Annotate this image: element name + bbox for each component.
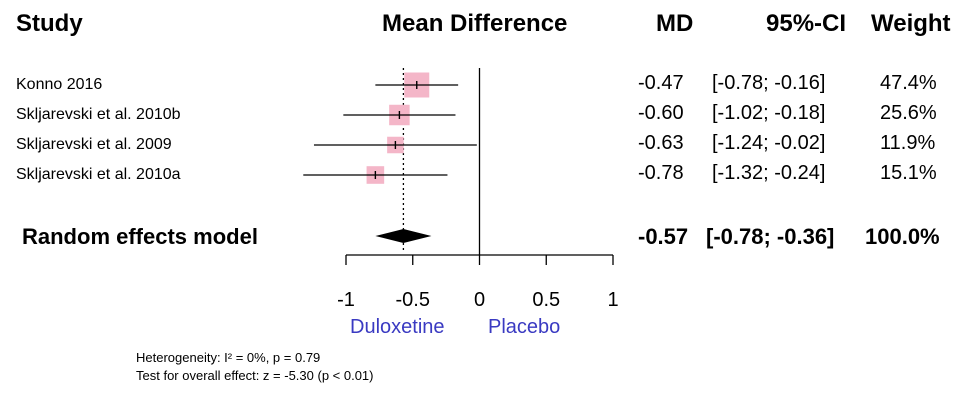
md-column-header: MD [656,10,694,37]
pooled-md-value: -0.57 [638,224,689,249]
overall-effect-text: Test for overall effect: z = -5.30 (p < … [136,368,374,383]
weight-value: 25.6% [880,102,937,124]
favours-right-label: Placebo [488,316,561,338]
ci-value: [-1.32; -0.24] [712,162,826,184]
ci-value: [-1.02; -0.18] [712,102,826,124]
md-value: -0.47 [638,72,684,94]
md-value: -0.60 [638,102,684,124]
x-axis-tick-label: -0.5 [396,289,430,311]
study-column-header: Study [16,10,83,37]
pooled-weight-value: 100.0% [865,224,940,249]
pooled-model-label: Random effects model [22,224,258,249]
weight-column-header: Weight [871,10,951,37]
pooled-ci-value: [-0.78; -0.36] [706,224,835,249]
weight-value: 47.4% [880,72,937,94]
x-axis-tick-label: 0 [474,289,485,311]
study-name: Skljarevski et al. 2009 [16,136,172,153]
weight-value: 11.9% [880,132,936,154]
x-axis-tick-label: -1 [337,289,355,311]
study-name: Konno 2016 [16,76,103,93]
ci-value: [-1.24; -0.02] [712,132,826,154]
ci-column-header: 95%-CI [766,10,847,37]
pooled-estimate-diamond [375,229,432,243]
ci-value: [-0.78; -0.16] [712,72,826,94]
x-axis-tick-label: 1 [607,289,618,311]
x-axis-tick-label: 0.5 [532,289,560,311]
weight-value: 15.1% [880,162,937,184]
heterogeneity-text: Heterogeneity: I² = 0%, p = 0.79 [136,350,321,365]
study-name: Skljarevski et al. 2010b [16,106,181,123]
md-value: -0.63 [638,132,684,154]
study-name: Skljarevski et al. 2010a [16,166,181,183]
favours-left-label: Duloxetine [350,316,445,338]
mean-difference-header: Mean Difference [382,10,568,37]
md-value: -0.78 [638,162,684,184]
